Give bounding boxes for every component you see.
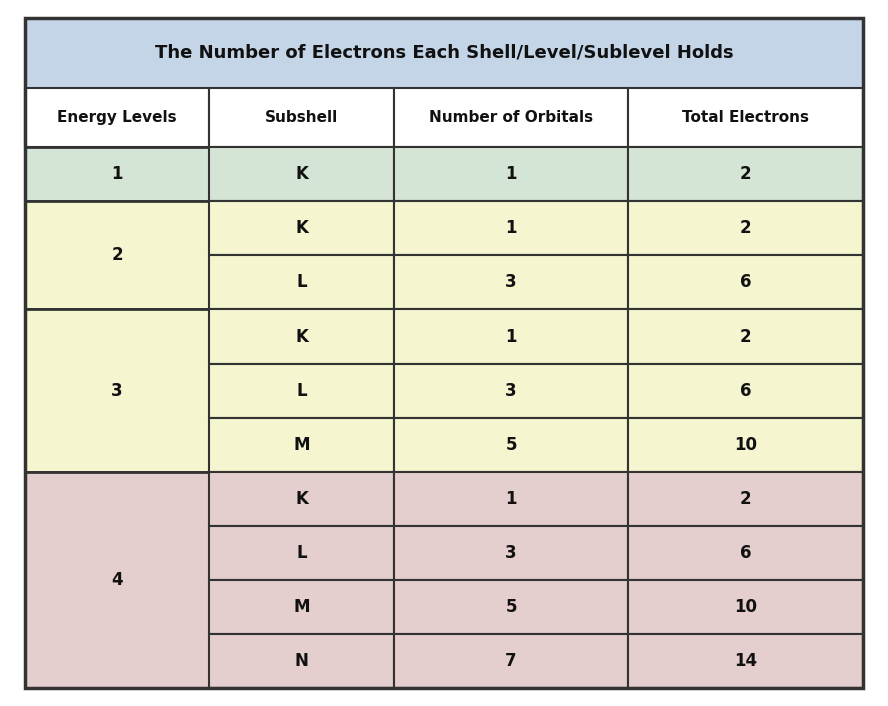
Text: 1: 1 bbox=[505, 490, 517, 508]
Text: 14: 14 bbox=[734, 652, 757, 670]
Text: 3: 3 bbox=[505, 273, 517, 292]
Bar bbox=[210, 526, 393, 580]
Text: K: K bbox=[295, 328, 308, 345]
Bar bbox=[393, 526, 629, 580]
Text: 2: 2 bbox=[111, 246, 123, 264]
Bar bbox=[210, 147, 393, 201]
Text: 3: 3 bbox=[505, 382, 517, 400]
Bar bbox=[393, 147, 629, 201]
Bar bbox=[393, 256, 629, 309]
Text: 1: 1 bbox=[505, 328, 517, 345]
Bar bbox=[629, 201, 863, 256]
Bar bbox=[393, 309, 629, 364]
Bar bbox=[629, 147, 863, 201]
Bar bbox=[393, 364, 629, 418]
Bar bbox=[25, 309, 210, 472]
Bar bbox=[25, 472, 210, 688]
Bar bbox=[629, 364, 863, 418]
Text: Total Electrons: Total Electrons bbox=[682, 110, 809, 125]
Bar bbox=[25, 88, 210, 147]
Bar bbox=[629, 309, 863, 364]
Text: The Number of Electrons Each Shell/Level/Sublevel Holds: The Number of Electrons Each Shell/Level… bbox=[155, 44, 733, 62]
Text: 1: 1 bbox=[111, 165, 123, 183]
Bar bbox=[629, 256, 863, 309]
Bar bbox=[393, 418, 629, 472]
Text: 10: 10 bbox=[734, 436, 757, 454]
Text: 3: 3 bbox=[111, 382, 123, 400]
Bar bbox=[210, 309, 393, 364]
Text: 6: 6 bbox=[740, 273, 751, 292]
Text: 2: 2 bbox=[740, 328, 751, 345]
Text: K: K bbox=[295, 490, 308, 508]
Text: 6: 6 bbox=[740, 544, 751, 562]
Bar bbox=[210, 364, 393, 418]
Bar bbox=[629, 634, 863, 688]
Text: 1: 1 bbox=[505, 165, 517, 183]
Text: 10: 10 bbox=[734, 598, 757, 616]
Bar bbox=[210, 256, 393, 309]
Text: 7: 7 bbox=[505, 652, 517, 670]
Text: 4: 4 bbox=[111, 571, 123, 589]
Text: 5: 5 bbox=[505, 598, 517, 616]
Text: M: M bbox=[293, 598, 310, 616]
Text: L: L bbox=[297, 273, 307, 292]
Bar bbox=[210, 201, 393, 256]
Bar bbox=[629, 88, 863, 147]
Text: L: L bbox=[297, 544, 307, 562]
Text: 5: 5 bbox=[505, 436, 517, 454]
Bar bbox=[25, 147, 210, 201]
Text: 1: 1 bbox=[505, 220, 517, 237]
Bar bbox=[25, 18, 863, 88]
Bar bbox=[210, 418, 393, 472]
Bar bbox=[210, 580, 393, 634]
Bar bbox=[393, 201, 629, 256]
Bar bbox=[210, 634, 393, 688]
Bar bbox=[210, 88, 393, 147]
Text: Energy Levels: Energy Levels bbox=[57, 110, 177, 125]
Bar bbox=[629, 472, 863, 526]
Bar bbox=[393, 634, 629, 688]
Text: 3: 3 bbox=[505, 544, 517, 562]
Bar bbox=[210, 472, 393, 526]
Bar bbox=[393, 580, 629, 634]
Text: 2: 2 bbox=[740, 490, 751, 508]
Bar bbox=[393, 472, 629, 526]
Bar bbox=[629, 418, 863, 472]
Bar bbox=[629, 580, 863, 634]
Text: 6: 6 bbox=[740, 382, 751, 400]
Text: M: M bbox=[293, 436, 310, 454]
Text: L: L bbox=[297, 382, 307, 400]
Text: N: N bbox=[295, 652, 308, 670]
Text: K: K bbox=[295, 165, 308, 183]
Text: 2: 2 bbox=[740, 220, 751, 237]
Bar bbox=[393, 88, 629, 147]
Bar bbox=[629, 526, 863, 580]
Text: Number of Orbitals: Number of Orbitals bbox=[429, 110, 593, 125]
Text: K: K bbox=[295, 220, 308, 237]
Text: 2: 2 bbox=[740, 165, 751, 183]
Text: Subshell: Subshell bbox=[265, 110, 338, 125]
Bar bbox=[25, 201, 210, 309]
